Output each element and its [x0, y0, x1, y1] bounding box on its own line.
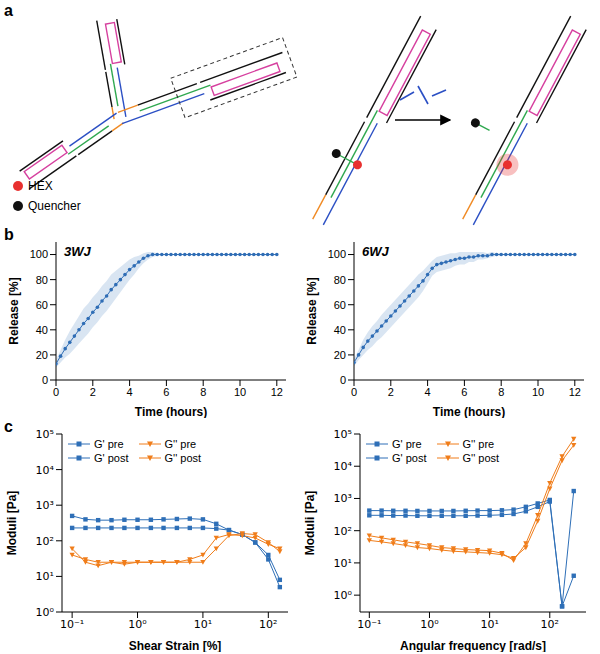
svg-text:10³: 10³	[334, 492, 352, 505]
svg-text:4: 4	[425, 386, 431, 398]
html-text:G' post: G' post	[392, 452, 427, 464]
html-text:G'' pre: G'' pre	[164, 438, 197, 450]
svg-text:8: 8	[200, 386, 206, 398]
html-text:G' post: G' post	[94, 452, 129, 464]
svg-text:Quencher: Quencher	[28, 199, 81, 213]
svg-text:10⁵: 10⁵	[36, 428, 54, 441]
svg-text:Angular frequency [rad/s]: Angular frequency [rad/s]	[400, 639, 546, 652]
svg-text:2: 2	[90, 386, 96, 398]
svg-text:10²: 10²	[334, 525, 352, 538]
svg-text:0: 0	[42, 374, 48, 386]
html-text:6WJ: 6WJ	[362, 244, 389, 259]
svg-text:10³: 10³	[36, 499, 54, 512]
svg-text:12: 12	[569, 386, 581, 398]
svg-text:10²: 10²	[259, 618, 277, 631]
svg-text:0: 0	[53, 386, 59, 398]
svg-text:20: 20	[334, 349, 346, 361]
svg-text:10⁵: 10⁵	[334, 428, 352, 441]
svg-text:10¹: 10¹	[194, 618, 212, 631]
svg-text:6: 6	[163, 386, 169, 398]
svg-text:Shear Strain [%]: Shear Strain [%]	[129, 639, 222, 652]
svg-text:80: 80	[36, 274, 48, 286]
svg-text:12: 12	[271, 386, 283, 398]
svg-text:10: 10	[532, 386, 544, 398]
svg-text:10¹: 10¹	[480, 618, 498, 631]
html-text:G' pre: G' pre	[392, 438, 422, 450]
html-text:G'' post: G'' post	[462, 452, 500, 464]
svg-text:HEX: HEX	[28, 179, 53, 193]
svg-text:2: 2	[388, 386, 394, 398]
svg-text:0: 0	[351, 386, 357, 398]
svg-text:10¹: 10¹	[36, 570, 54, 583]
svg-text:4: 4	[127, 386, 133, 398]
svg-text:Moduli [Pa]: Moduli [Pa]	[303, 491, 317, 556]
svg-text:10: 10	[234, 386, 246, 398]
html-text:3WJ: 3WJ	[64, 244, 91, 259]
svg-text:60: 60	[334, 299, 346, 311]
svg-text:Time (hours): Time (hours)	[433, 405, 505, 418]
html-text:G'' post: G'' post	[164, 452, 202, 464]
svg-text:6: 6	[461, 386, 467, 398]
svg-text:10⁰: 10⁰	[420, 618, 439, 631]
svg-text:10⁴: 10⁴	[36, 464, 55, 477]
svg-text:Release [%]: Release [%]	[305, 277, 319, 344]
svg-text:60: 60	[36, 299, 48, 311]
svg-text:10⁴: 10⁴	[334, 460, 353, 473]
html-text:c: c	[4, 418, 13, 435]
svg-text:10²: 10²	[541, 618, 559, 631]
svg-text:Release [%]: Release [%]	[7, 277, 21, 344]
svg-text:Moduli [Pa]: Moduli [Pa]	[5, 491, 19, 556]
svg-text:0: 0	[340, 374, 346, 386]
html-text:G'' pre: G'' pre	[462, 438, 495, 450]
svg-text:40: 40	[334, 324, 346, 336]
svg-text:10⁰: 10⁰	[128, 618, 147, 631]
svg-text:8: 8	[498, 386, 504, 398]
svg-text:100: 100	[328, 248, 346, 260]
svg-text:Time (hours): Time (hours)	[135, 405, 207, 418]
svg-text:40: 40	[36, 324, 48, 336]
html-text:b: b	[4, 226, 14, 243]
svg-text:10⁻¹: 10⁻¹	[60, 618, 84, 631]
svg-text:10²: 10²	[36, 535, 54, 548]
svg-text:20: 20	[36, 349, 48, 361]
svg-text:10⁰: 10⁰	[334, 589, 353, 602]
svg-text:80: 80	[334, 274, 346, 286]
svg-text:10⁰: 10⁰	[36, 606, 55, 619]
svg-text:10¹: 10¹	[334, 557, 352, 570]
svg-text:100: 100	[30, 248, 48, 260]
svg-text:10⁻¹: 10⁻¹	[357, 618, 381, 631]
html-text:G' pre: G' pre	[94, 438, 124, 450]
svg-text:a: a	[4, 2, 13, 19]
